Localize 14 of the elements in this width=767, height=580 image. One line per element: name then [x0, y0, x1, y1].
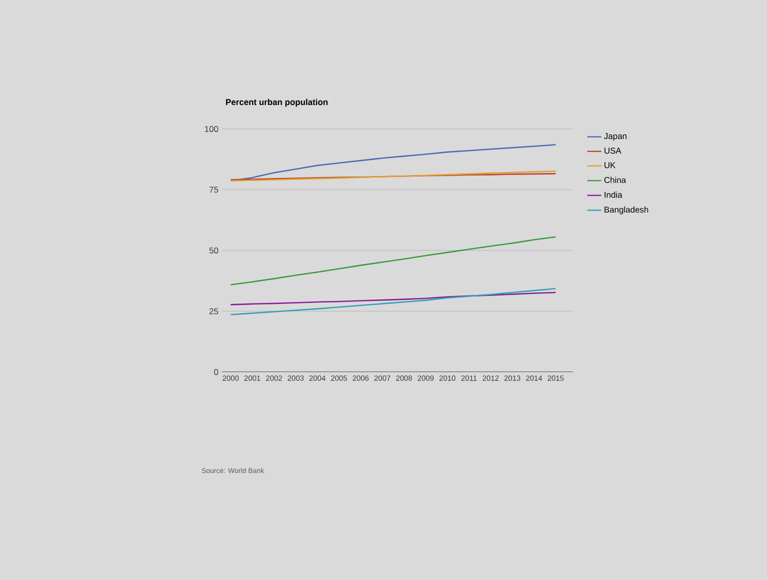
- y-tick-label: 0: [214, 368, 218, 375]
- legend-label: Japan: [604, 133, 626, 141]
- legend-label: UK: [604, 162, 616, 168]
- chart-title: Percent urban population: [226, 98, 328, 107]
- y-tick-label: 25: [209, 308, 218, 314]
- y-tick-label: 50: [209, 247, 218, 254]
- y-tick-label: 75: [210, 186, 218, 193]
- y-tick-label: 100: [205, 126, 218, 132]
- legend-label: China: [604, 176, 626, 183]
- line-series: [230, 288, 556, 316]
- legend-label: USA: [604, 148, 622, 154]
- line-series: [230, 236, 556, 286]
- legend-label: India: [604, 192, 622, 198]
- legend-label: Bangladesh: [604, 206, 648, 214]
